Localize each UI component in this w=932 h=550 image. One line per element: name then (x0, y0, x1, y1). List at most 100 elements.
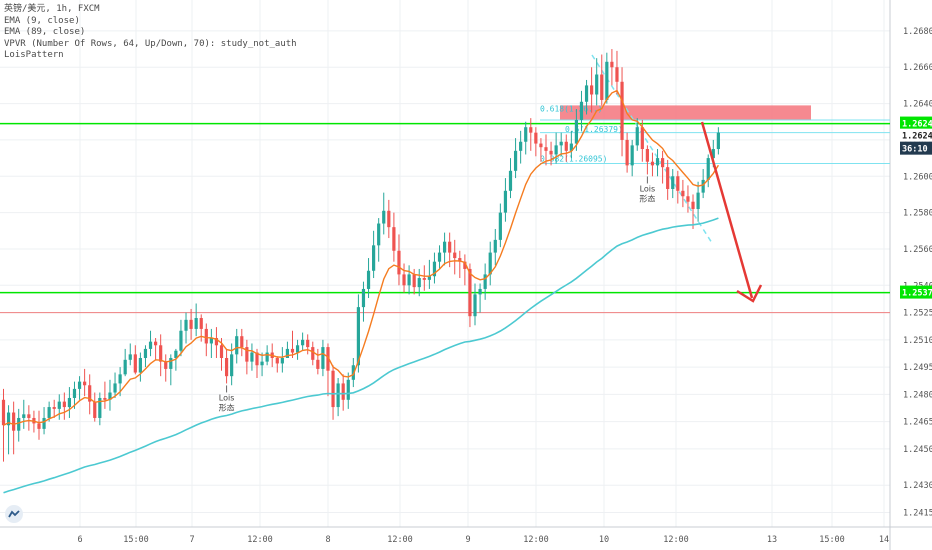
candle-body (463, 261, 467, 269)
candle-body (549, 150, 553, 155)
candle-body (508, 170, 513, 191)
candle-body (88, 385, 92, 402)
time-tick-label: 12:00 (663, 535, 689, 545)
candle-body (701, 179, 705, 193)
price-tick-label: 1.25250 (903, 309, 932, 319)
forecast-arrow (700, 121, 754, 299)
candle-body (138, 357, 142, 373)
candle-body (630, 145, 634, 166)
candle-body (468, 268, 472, 317)
candle-body (519, 141, 523, 151)
time-tick-label: 7 (189, 535, 194, 545)
candle-body (103, 397, 107, 400)
fib-label: 0.382(1.26095) (540, 155, 607, 164)
countdown-tag: 36:10 (902, 145, 928, 155)
candle-body (12, 412, 16, 431)
candle-body (260, 361, 264, 366)
candle-body (493, 239, 497, 253)
candle-body (72, 388, 77, 398)
candle-body (52, 407, 56, 409)
candle-body (98, 397, 102, 418)
candle-body (650, 161, 655, 166)
candle-body (47, 407, 51, 418)
candle-body (321, 347, 325, 369)
price-tick-label: 1.24500 (903, 445, 932, 455)
candle-body (534, 132, 538, 144)
price-tick-label: 1.24800 (903, 390, 932, 400)
candle-body (184, 319, 188, 331)
candle-body (645, 149, 649, 162)
time-tick-label: 15:00 (819, 535, 845, 545)
candle-body (640, 127, 644, 150)
candle-body (37, 423, 41, 429)
candle-body (569, 143, 573, 151)
candle-body (554, 145, 558, 155)
candle-body (123, 359, 127, 375)
legend-pattern: LoisPattern (4, 50, 64, 60)
candle-body (635, 127, 639, 146)
candle-body (366, 270, 371, 289)
candle-body (661, 158, 665, 168)
candle-body (503, 190, 508, 213)
time-tick-label: 6 (77, 535, 82, 545)
candle-body (255, 352, 259, 366)
support-price-tag-bg (900, 285, 932, 299)
candle-body (230, 354, 234, 377)
candle-body (224, 357, 229, 377)
pattern-marker-label: 形态 (219, 402, 235, 412)
candle-body (478, 288, 482, 295)
candle-body (108, 392, 112, 400)
price-tick-label: 1.26000 (903, 172, 932, 182)
candle-body (397, 250, 401, 275)
candle-body (529, 127, 533, 133)
time-tick-label: 12:00 (387, 535, 413, 545)
price-tick-label: 1.24300 (903, 481, 932, 491)
candle-body (473, 294, 477, 317)
candle-body (164, 361, 168, 369)
candle-body (118, 374, 122, 384)
candle-body (544, 147, 548, 151)
candle-body (372, 245, 376, 271)
candle-body (275, 357, 279, 364)
candle-body (432, 261, 437, 277)
candle-body (290, 348, 295, 353)
candle-body (169, 357, 173, 369)
candle-body (83, 381, 87, 386)
candle-body (625, 139, 629, 166)
candle-body (564, 141, 568, 151)
candle-body (600, 74, 604, 100)
candle-body (387, 210, 391, 228)
candle-body (245, 347, 249, 362)
candle-body (437, 252, 442, 262)
forecast-arrow-head (736, 284, 763, 303)
candle-body (326, 347, 330, 371)
candle-body (113, 383, 117, 393)
candle-body (179, 330, 183, 351)
candle-body (295, 345, 300, 353)
candle-body (666, 167, 670, 189)
time-tick-label: 13 (767, 535, 777, 545)
price-tick-label: 1.24950 (903, 363, 932, 373)
price-tick-label: 1.24150 (903, 508, 932, 518)
candle-body (159, 345, 163, 362)
candle-body (280, 357, 284, 364)
candle-body (579, 101, 584, 120)
candle-body (377, 223, 381, 246)
candle-body (676, 176, 680, 191)
time-tick-label: 12:00 (523, 535, 549, 545)
candle-body (62, 401, 66, 408)
candle-body (681, 190, 685, 197)
candle-body (17, 417, 21, 431)
fib-label: 0.5(1.26379) (565, 125, 623, 134)
trend-dashed-line (591, 54, 713, 244)
candle-body (42, 417, 46, 429)
candle-body (77, 381, 82, 389)
candle-body (301, 339, 305, 346)
price-tick-label: 1.25800 (903, 209, 932, 219)
tradingview-logo-icon[interactable] (5, 505, 23, 523)
ema-slow-line (3, 217, 719, 494)
candle-body (204, 328, 208, 344)
pattern-marker-label: Lois (640, 184, 656, 193)
